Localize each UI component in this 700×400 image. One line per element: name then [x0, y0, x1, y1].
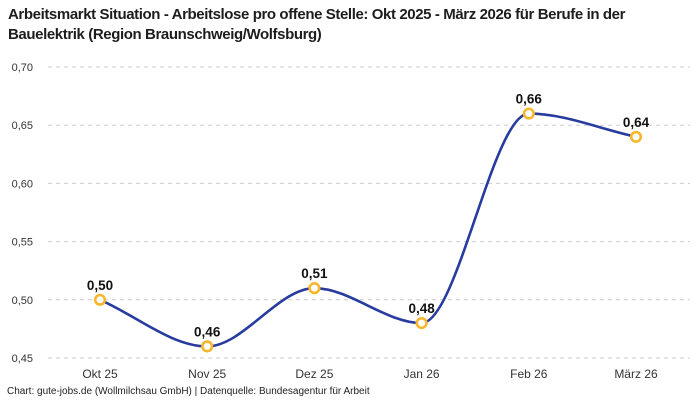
data-point-label: 0,51 [301, 266, 328, 281]
y-tick-label: 0,65 [12, 120, 33, 132]
x-tick-label: Jan 26 [404, 367, 440, 381]
x-tick-label: Nov 25 [188, 367, 226, 381]
y-tick-label: 0,45 [12, 353, 33, 365]
chart-credit: Chart: gute-jobs.de (Wollmilchsau GmbH) … [7, 386, 370, 397]
y-tick-label: 0,55 [12, 237, 33, 249]
y-tick-label: 0,50 [12, 295, 33, 307]
data-point-marker[interactable] [201, 340, 214, 353]
data-point-marker[interactable] [93, 293, 107, 306]
x-tick-label: Feb 26 [510, 367, 548, 381]
data-point-label: 0,64 [623, 115, 650, 130]
x-tick-label: Okt 25 [82, 367, 118, 381]
data-point-label: 0,46 [194, 324, 221, 339]
y-tick-label: 0,60 [12, 178, 33, 190]
y-tick-label: 0,70 [12, 62, 33, 74]
line-chart: 0,45 0,50 0,55 0,60 0,65 0,70 Okt 25 Nov 25 Dez … [12, 62, 690, 381]
data-point-label: 0,50 [87, 278, 113, 293]
x-tick-label: März 26 [614, 367, 658, 381]
data-point-marker[interactable] [415, 316, 428, 330]
trend-line [98, 112, 638, 348]
chart-title: Arbeitsmarkt Situation - Arbeitslose pro… [8, 6, 626, 43]
data-point-label: 0,66 [516, 92, 543, 107]
data-point-marker[interactable] [522, 107, 535, 120]
data-point-marker[interactable] [629, 130, 643, 143]
data-point-marker[interactable] [308, 282, 321, 295]
data-point-label: 0,48 [408, 301, 435, 316]
x-tick-label: Dez 25 [295, 367, 333, 381]
